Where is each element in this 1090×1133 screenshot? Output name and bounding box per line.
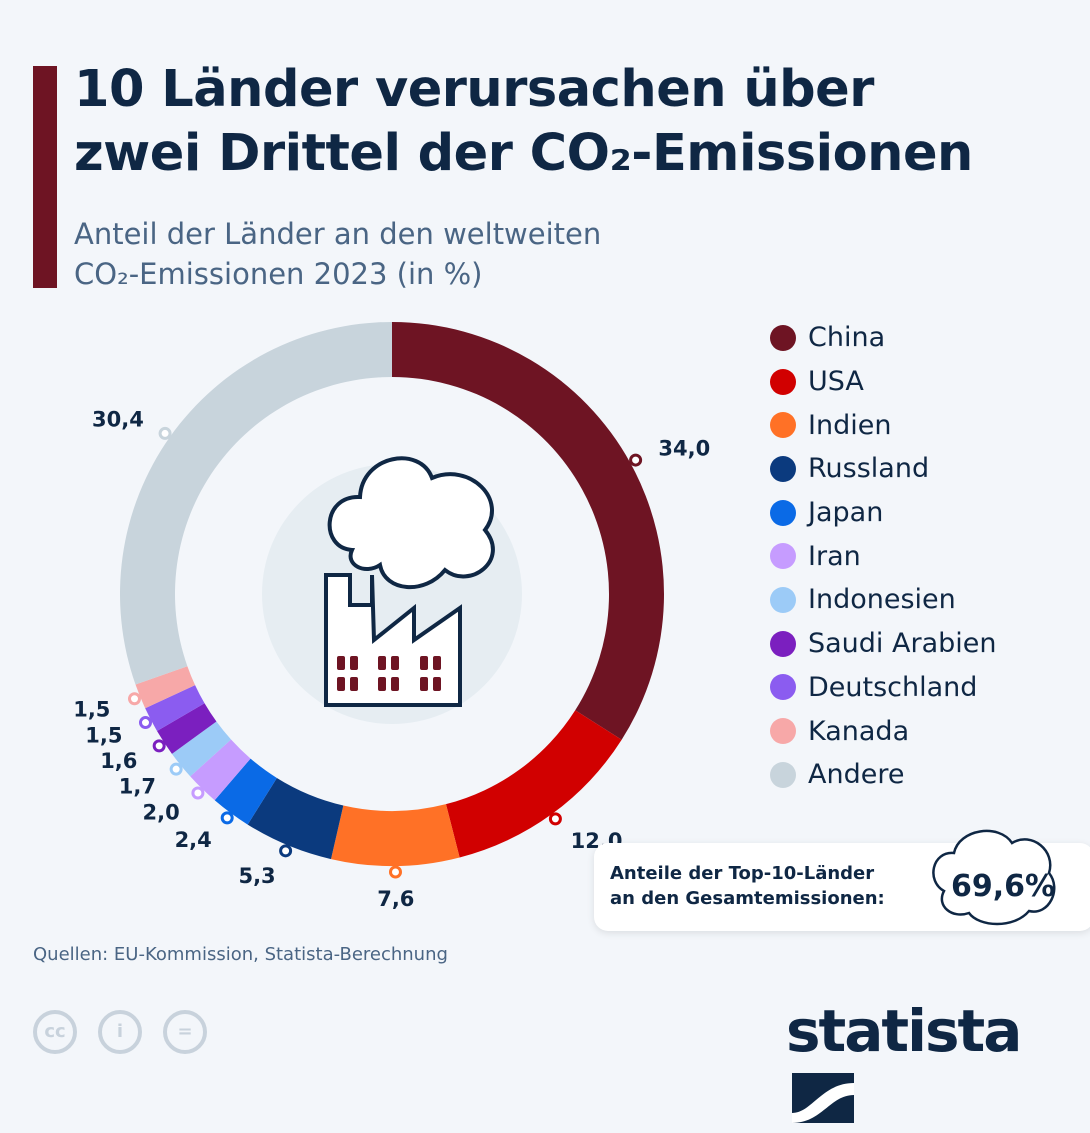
slice-indonesien [171, 721, 232, 777]
slice-china [392, 322, 664, 740]
label-marker [191, 786, 205, 800]
label-marker [388, 865, 402, 879]
slice-saudi-arabien [157, 703, 217, 754]
statista-logo-mark [792, 1073, 854, 1123]
donut-chart: 34,012,07,65,32,42,01,71,61,51,530,4 [73, 322, 710, 911]
slice-andere [119, 322, 392, 685]
data-label: 1,7 [119, 775, 156, 799]
legend-swatch [770, 718, 796, 745]
data-label: 2,4 [175, 828, 212, 852]
callout-line-1: Anteile der Top-10-Länder [610, 863, 875, 884]
callout-text: Anteile der Top-10-Länder an den Gesamte… [610, 861, 885, 911]
by-icon[interactable]: i [98, 1010, 142, 1054]
data-label: 5,3 [238, 864, 275, 888]
label-marker [279, 844, 293, 858]
label-marker [220, 811, 234, 825]
legend-item: China [770, 316, 997, 360]
factory-windows [337, 656, 441, 691]
legend-swatch [770, 630, 796, 657]
label-marker [139, 716, 153, 730]
legend-item: Japan [770, 491, 997, 535]
label-marker [169, 762, 183, 776]
chart-subtitle: Anteil der Länder an den weltweiten CO₂-… [74, 214, 601, 294]
nd-icon[interactable]: = [163, 1010, 207, 1054]
legend-label: China [808, 322, 886, 354]
slice-russland [247, 777, 344, 860]
legend-swatch [770, 455, 796, 482]
callout-value: 69,6% [950, 869, 1056, 904]
legend-item: USA [770, 360, 997, 404]
legend-label: Saudi Arabien [808, 628, 997, 660]
legend-item: Indien [770, 403, 997, 447]
legend-item: Russland [770, 447, 997, 491]
title-line-2: zwei Drittel der CO₂-Emissionen [74, 124, 973, 183]
callout-box: Anteile der Top-10-Länder an den Gesamte… [594, 829, 1090, 931]
data-label: 1,6 [100, 749, 137, 773]
slice-iran [190, 739, 251, 801]
slice-japan [214, 758, 277, 825]
legend-label: Kanada [808, 715, 910, 747]
legend-label: Indien [808, 409, 892, 441]
cc-icon[interactable]: cc [33, 1010, 77, 1054]
legend-label: Japan [808, 497, 884, 529]
label-marker [158, 426, 172, 440]
legend-label: Andere [808, 759, 905, 791]
legend-swatch [770, 368, 796, 395]
factory-cloud-icon [324, 456, 495, 707]
legend-item: Andere [770, 753, 997, 797]
subtitle-line-2: CO₂-Emissionen 2023 (in %) [74, 257, 483, 291]
legend-item: Kanada [770, 709, 997, 753]
label-marker [152, 739, 166, 753]
chart-title: 10 Länder verursachen über zwei Drittel … [74, 58, 973, 186]
legend-swatch [770, 674, 796, 701]
legend-label: Russland [808, 453, 930, 485]
legend-swatch [770, 586, 796, 613]
cloud-icon [932, 829, 1056, 926]
legend-swatch [770, 412, 796, 439]
legend-item: Indonesien [770, 578, 997, 622]
accent-bar [33, 66, 57, 288]
data-label: 2,0 [143, 801, 180, 825]
title-line-1: 10 Länder verursachen über [74, 60, 874, 119]
label-marker [548, 812, 562, 826]
slice-usa [445, 710, 622, 858]
legend-item: Deutschland [770, 666, 997, 710]
legend-label: Indonesien [808, 584, 956, 616]
statista-logo[interactable]: statista [786, 997, 1090, 1133]
data-label: 1,5 [73, 698, 110, 722]
subtitle-line-1: Anteil der Länder an den weltweiten [74, 217, 602, 251]
legend-item: Saudi Arabien [770, 622, 997, 666]
data-label: 7,6 [377, 887, 414, 911]
legend-swatch [770, 499, 796, 526]
legend-swatch [770, 324, 796, 351]
data-label: 1,5 [85, 724, 122, 748]
label-marker [629, 453, 643, 467]
legend-swatch [770, 543, 796, 570]
source-text: Quellen: EU-Kommission, Statista-Berechn… [33, 944, 448, 965]
legend-item: Iran [770, 534, 997, 578]
legend-label: Deutschland [808, 671, 978, 703]
slice-deutschland [145, 685, 205, 731]
slice-kanada [135, 666, 196, 709]
legend: China USA Indien Russland Japan Iran Indonesie… [770, 316, 997, 797]
data-label: 34,0 [658, 437, 710, 461]
slice-indien [330, 804, 460, 866]
label-marker [127, 692, 141, 706]
legend-swatch [770, 761, 796, 788]
logo-text: statista [786, 997, 1022, 1065]
legend-label: USA [808, 366, 864, 398]
callout-line-2: an den Gesamtemissionen: [610, 888, 885, 909]
legend-label: Iran [808, 540, 861, 572]
data-label: 30,4 [92, 407, 144, 431]
